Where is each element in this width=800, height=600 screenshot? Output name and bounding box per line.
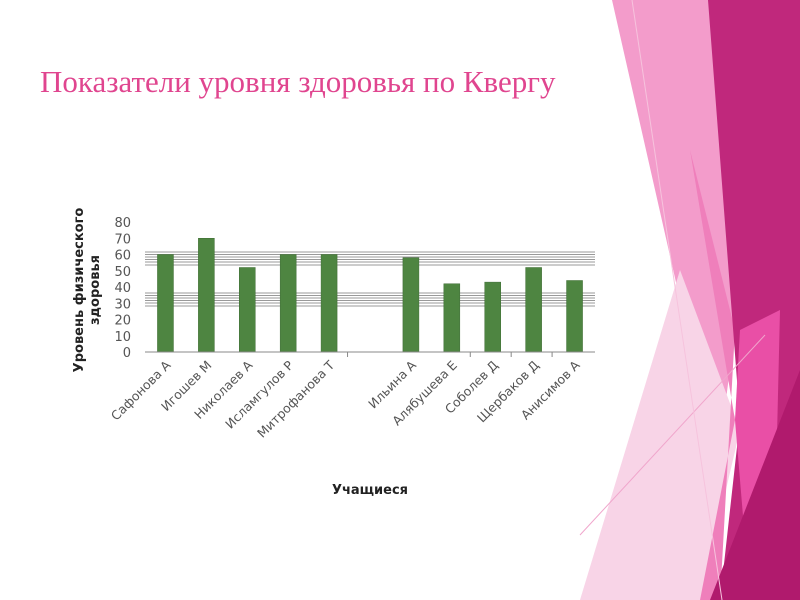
y-tick-label: 0 [123, 346, 131, 361]
y-tick-label: 10 [114, 330, 131, 345]
bar [443, 283, 461, 353]
x-axis-title: Учащиеся [332, 483, 408, 498]
bar [566, 280, 583, 353]
deco-pink-mid [690, 150, 735, 600]
bar [279, 254, 297, 353]
bar [525, 267, 542, 353]
y-tick-label: 80 [114, 216, 131, 231]
bar [484, 281, 501, 353]
deco-dark-corner [710, 370, 800, 600]
y-axis-title-line2: здоровья [88, 255, 103, 325]
y-tick-label: 30 [114, 297, 131, 312]
bar [157, 254, 174, 353]
y-tick-label: 40 [114, 281, 131, 296]
y-tick-label: 70 [114, 232, 131, 247]
bar [320, 254, 338, 353]
y-tick-label: 20 [114, 314, 131, 329]
bar [402, 257, 420, 353]
deco-pale-triangle [580, 270, 740, 600]
x-category-label: Сафонова А [108, 357, 174, 423]
x-category-label: Митрофанова Т [254, 357, 337, 440]
deco-line [631, 0, 723, 600]
bar [198, 238, 215, 353]
decor-lines [145, 251, 595, 307]
deco-line [579, 334, 766, 536]
y-tick-label: 50 [114, 265, 131, 280]
bar [239, 267, 256, 353]
y-axis-title-line1: Уровень физического [72, 208, 87, 373]
slide-title: Показатели уровня здоровья по Квергу [40, 64, 556, 99]
y-tick-label: 60 [114, 249, 131, 264]
